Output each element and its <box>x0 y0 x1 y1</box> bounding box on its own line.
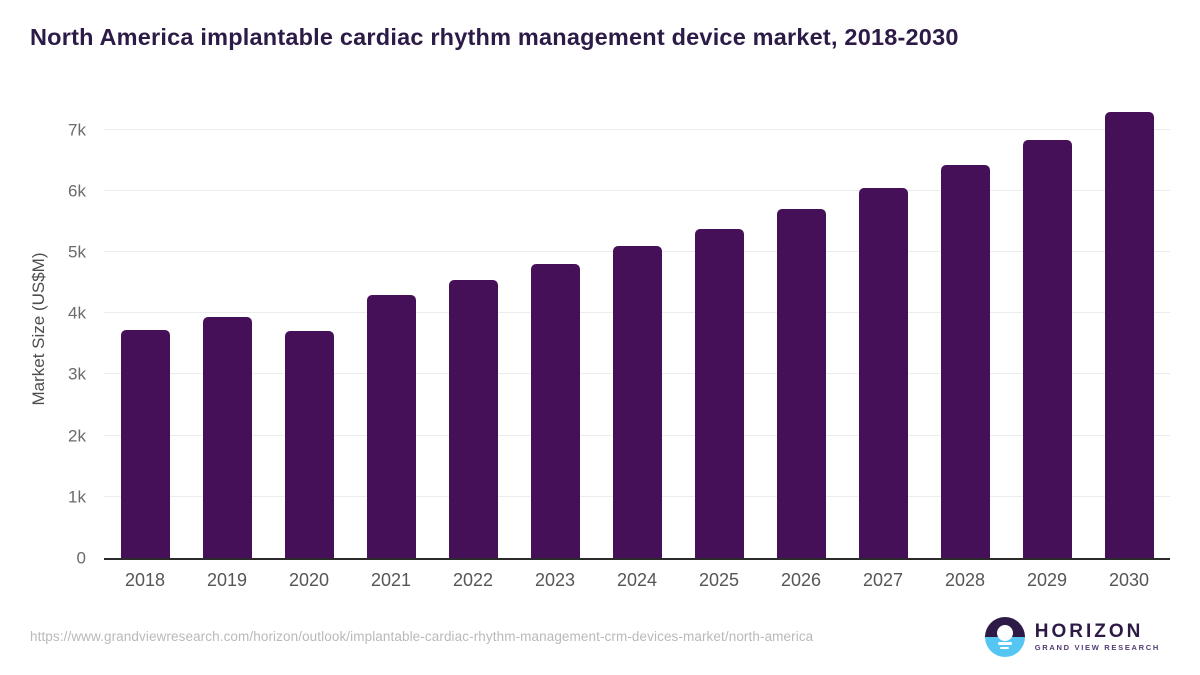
bar-2022 <box>448 280 498 558</box>
bar-2025 <box>694 228 744 558</box>
bar-2030 <box>1104 112 1154 558</box>
x-tick-2028: 2028 <box>944 570 986 590</box>
x-tick-2025: 2025 <box>698 570 740 590</box>
x-tick-2021: 2021 <box>370 570 412 590</box>
bar-2021 <box>366 295 416 558</box>
bar-slot-2027 <box>842 105 924 558</box>
bar-slot-2025 <box>678 105 760 558</box>
bar-slot-2020 <box>268 105 350 558</box>
x-tick-2019: 2019 <box>206 570 248 590</box>
y-axis-tick-labels: 0 1k 2k 3k 4k 5k 6k 7k <box>30 105 92 567</box>
bar-slot-2028 <box>924 105 1006 558</box>
gridline-7k <box>104 128 1170 130</box>
sunset-horizon-icon <box>984 617 1025 657</box>
x-tick-2027: 2027 <box>862 570 904 590</box>
bar-slot-2029 <box>1006 105 1088 558</box>
gridline-6k <box>104 189 1170 191</box>
plot-area <box>104 105 1170 560</box>
logo-name: HORIZON <box>1034 620 1144 642</box>
x-tick-2029: 2029 <box>1026 570 1068 590</box>
y-tick-5k: 5k <box>68 242 86 262</box>
bar-2027 <box>858 188 908 558</box>
horizon-line-small-icon <box>1000 646 1010 649</box>
source-url-text: https://www.grandviewresearch.com/horizo… <box>30 629 814 644</box>
page-title: North America implantable cardiac rhythm… <box>30 24 959 50</box>
bar-slot-2024 <box>596 105 678 558</box>
logo-subtitle: GRAND VIEW RESEARCH <box>1034 643 1160 653</box>
bar-2020 <box>284 330 334 558</box>
bar-2019 <box>202 317 252 558</box>
x-tick-2018: 2018 <box>124 570 166 590</box>
x-tick-2026: 2026 <box>780 570 822 590</box>
y-tick-2k: 2k <box>68 426 86 446</box>
y-tick-7k: 7k <box>68 120 86 139</box>
y-tick-3k: 3k <box>68 364 86 384</box>
x-tick-2022: 2022 <box>452 570 494 590</box>
sun-icon <box>996 625 1013 641</box>
bar-2018 <box>120 330 170 558</box>
x-tick-2020: 2020 <box>288 570 330 590</box>
x-axis-tick-labels: 2018 2019 2020 2021 2022 2023 2024 2025 2026 2027… <box>104 570 1170 591</box>
y-tick-6k: 6k <box>68 181 86 201</box>
bar-slot-2021 <box>350 105 432 558</box>
horizon-logo: HORIZON GRAND VIEW RESEARCH <box>984 617 1160 657</box>
bar-slot-2019 <box>186 105 268 558</box>
bar-slot-2018 <box>104 105 186 558</box>
x-tick-2030: 2030 <box>1108 570 1150 590</box>
x-tick-2024: 2024 <box>616 570 658 590</box>
bar-slot-2022 <box>432 105 514 558</box>
bar-slot-2026 <box>760 105 842 558</box>
bar-2023 <box>530 264 580 558</box>
bar-slot-2030 <box>1088 105 1170 558</box>
bar-2024 <box>612 246 662 558</box>
bar-2026 <box>776 209 826 558</box>
logo-wordmark: HORIZON GRAND VIEW RESEARCH <box>1034 620 1160 653</box>
y-tick-4k: 4k <box>68 303 86 323</box>
bar-2029 <box>1022 139 1072 558</box>
bar-2028 <box>940 165 990 558</box>
y-tick-1k: 1k <box>68 487 86 507</box>
bar-slot-2023 <box>514 105 596 558</box>
x-tick-2023: 2023 <box>534 570 576 590</box>
y-tick-0: 0 <box>76 548 86 568</box>
horizon-line-icon <box>997 642 1012 645</box>
